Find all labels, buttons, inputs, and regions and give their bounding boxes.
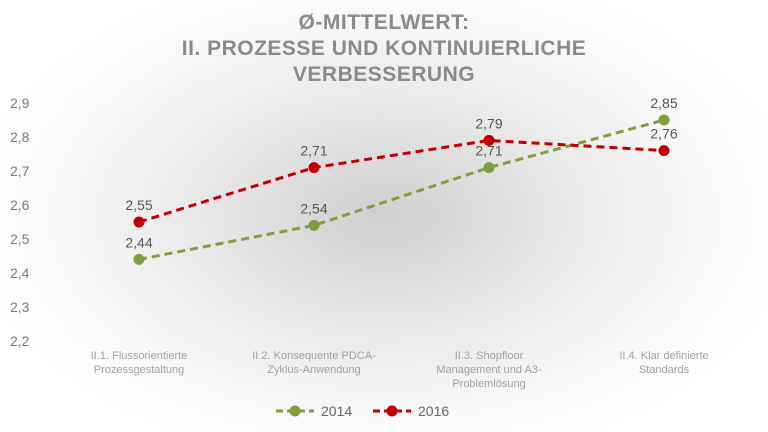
data-point-2014 bbox=[658, 114, 670, 126]
series-line-2014 bbox=[138, 118, 665, 261]
series-line-2016 bbox=[138, 138, 665, 224]
data-point-2016 bbox=[308, 162, 320, 174]
chart-title-line-2: II. PROZESSE UND KONTINUIERLICHE bbox=[181, 37, 587, 60]
legend-label-2014: 2014 bbox=[321, 403, 352, 419]
data-point-2014 bbox=[308, 219, 320, 231]
x-tick-label: Prozessgestaltung bbox=[94, 364, 185, 376]
chart-title-line-1: Ø-MITTELWERT: bbox=[298, 11, 470, 34]
x-tick-label: Management und A3- bbox=[436, 364, 542, 376]
y-tick-label: 2,8 bbox=[10, 129, 30, 145]
y-tick-label: 2,3 bbox=[10, 299, 30, 315]
data-label-2014: 2,85 bbox=[650, 95, 677, 111]
legend-marker-2014 bbox=[289, 405, 301, 417]
y-tick-label: 2,9 bbox=[10, 95, 30, 111]
data-label-2014: 2,71 bbox=[475, 143, 502, 159]
data-label-2014: 2,54 bbox=[300, 200, 327, 216]
x-tick-label: Standards bbox=[639, 364, 690, 376]
data-label-2016: 2,79 bbox=[475, 115, 502, 131]
data-label-2014: 2,44 bbox=[125, 234, 152, 250]
x-tick-label: II.4. Klar definierte bbox=[619, 350, 708, 362]
data-point-2016 bbox=[483, 134, 495, 146]
y-tick-label: 2,6 bbox=[10, 197, 30, 213]
data-point-2016 bbox=[133, 216, 145, 228]
y-tick-label: 2,7 bbox=[10, 163, 30, 179]
x-tick-label: Zyklus-Anwendung bbox=[267, 364, 361, 376]
x-tick-label: II.1. Flussorientierte bbox=[91, 350, 188, 362]
chart-title-line-3: VERBESSERUNG bbox=[292, 63, 476, 86]
legend-label-2016: 2016 bbox=[418, 403, 449, 419]
data-label-2016: 2,76 bbox=[650, 126, 677, 142]
data-point-2014 bbox=[483, 162, 495, 174]
x-tick-label: Problemlösung bbox=[452, 378, 525, 390]
data-point-2016 bbox=[658, 145, 670, 157]
y-tick-label: 2,4 bbox=[10, 265, 30, 281]
data-point-2014 bbox=[133, 253, 145, 265]
legend-marker-2016 bbox=[386, 405, 398, 417]
data-label-2016: 2,55 bbox=[125, 197, 152, 213]
y-tick-label: 2,2 bbox=[10, 333, 30, 349]
data-label-2016: 2,71 bbox=[300, 143, 327, 159]
x-tick-label: II.3. Shopfloor bbox=[455, 350, 524, 362]
x-tick-label: II.2. Konsequente PDCA- bbox=[252, 350, 376, 362]
y-tick-label: 2,5 bbox=[10, 231, 30, 247]
